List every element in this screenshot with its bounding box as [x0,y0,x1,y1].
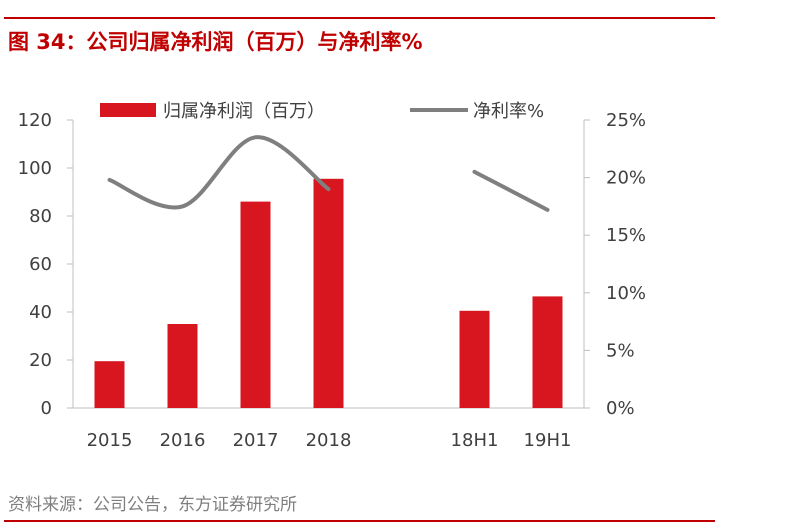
left-tick-label: 100 [18,158,52,179]
right-tick-label: 15% [606,225,646,246]
bar-net-profit [532,296,563,408]
footer-rule [4,520,715,522]
line-net-margin [107,135,331,210]
line-group [107,135,550,212]
x-tick-label: 2015 [87,430,133,451]
right-tick-label: 0% [606,398,635,419]
x-tick-label: 19H1 [524,430,572,451]
left-tick-label: 80 [29,206,52,227]
x-tick-label: 2016 [160,430,206,451]
left-tick-label: 20 [29,350,52,371]
figure-title: 图 34：公司归属净利润（百万）与净利率% [8,30,423,54]
left-tick-label: 40 [29,302,52,323]
right-tick-label: 10% [606,283,646,304]
left-tick-label: 60 [29,254,52,275]
ticks-group: 0 20 40 60 80 100 120 0% 5% 10% 15% 20% 25% 2015 2016 2… [18,110,646,451]
bar-net-profit [94,361,125,408]
source-note: 资料来源：公司公告，东方证券研究所 [8,495,297,515]
bars-group [94,178,563,408]
x-tick-label: 2018 [306,430,352,451]
x-tick-label: 2017 [233,430,279,451]
left-tick-label: 0 [41,398,52,419]
bar-net-profit [459,310,490,408]
line-net-margin [472,169,550,212]
legend-bar-label: 归属净利润（百万） [163,101,325,122]
chart-canvas: 0 20 40 60 80 100 120 0% 5% 10% 15% 20% 25% 2015 2016 2… [18,101,646,451]
bar-net-profit [240,201,271,408]
title-rule [4,17,715,19]
legend: 归属净利润（百万） 净利率% [100,101,544,122]
legend-line-label: 净利率% [473,101,544,122]
right-tick-label: 25% [606,110,646,131]
right-tick-label: 5% [606,340,635,361]
right-tick-label: 20% [606,168,646,189]
legend-bar-swatch [100,103,156,117]
left-tick-label: 120 [18,110,52,131]
x-tick-label: 18H1 [451,430,499,451]
bar-net-profit [313,178,344,408]
bar-net-profit [167,324,198,408]
